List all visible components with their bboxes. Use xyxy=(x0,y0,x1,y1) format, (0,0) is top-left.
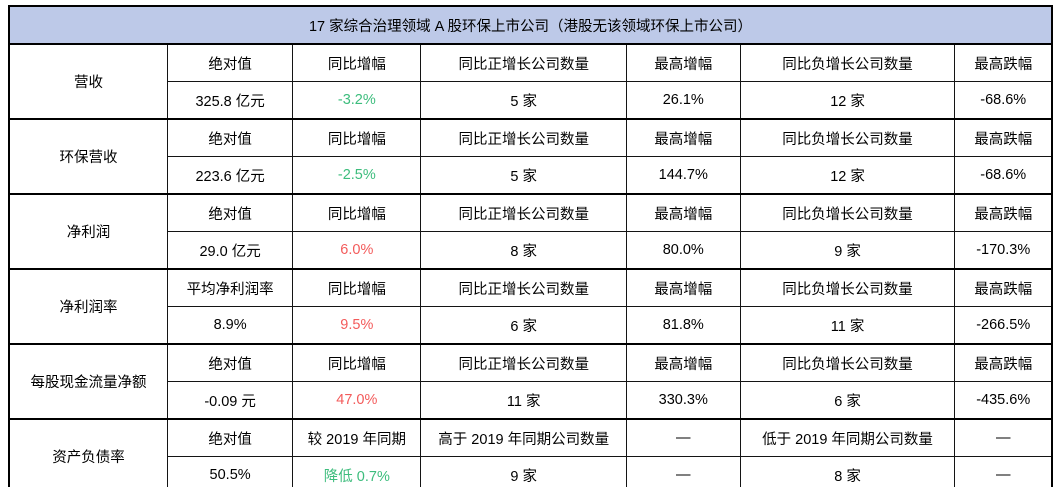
value-cell: 6.0% xyxy=(292,231,422,270)
value-cell: 50.5% xyxy=(167,456,294,487)
sub-header-cell: 高于 2019 年同期公司数量 xyxy=(420,418,627,457)
metric-value-row: 29.0 亿元 6.0% 8 家 80.0% 9 家 -170.3% xyxy=(9,231,1053,270)
metric-value-row: -0.09 元 47.0% 11 家 330.3% 6 家 -435.6% xyxy=(9,381,1053,420)
sub-header-cell: 最高跌幅 xyxy=(954,343,1053,382)
sub-header-cell: 同比负增长公司数量 xyxy=(739,193,956,232)
sub-header-cell: 最高增幅 xyxy=(625,118,741,157)
value-cell: 降低 0.7% xyxy=(292,456,422,487)
value-cell: 223.6 亿元 xyxy=(167,156,294,195)
sub-header-cell: 最高增幅 xyxy=(625,193,741,232)
table-body: 营收 绝对值 同比增幅 同比正增长公司数量 最高增幅 同比负增长公司数量 最高跌幅 325.8… xyxy=(8,43,1053,487)
value-cell: 8 家 xyxy=(420,231,627,270)
governance-stats-table: 17 家综合治理领域 A 股环保上市公司（港股无该领域环保上市公司） 营收 绝对值… xyxy=(8,5,1053,487)
value-cell: 325.8 亿元 xyxy=(167,81,294,120)
sub-header-cell: 同比负增长公司数量 xyxy=(739,43,956,82)
value-cell: 5 家 xyxy=(420,156,627,195)
value-cell: 9.5% xyxy=(292,306,422,345)
value-cell: 6 家 xyxy=(420,306,627,345)
metric-header-row: 营收 绝对值 同比增幅 同比正增长公司数量 最高增幅 同比负增长公司数量 最高跌幅 xyxy=(8,43,1053,120)
value-cell: 11 家 xyxy=(420,381,627,420)
sub-header-cell: 绝对值 xyxy=(167,343,294,382)
sub-header-cell: 同比增幅 xyxy=(292,193,422,232)
value-cell: -435.6% xyxy=(954,381,1053,420)
sub-header-cell: 同比增幅 xyxy=(292,268,422,307)
sub-header-cell: 最高增幅 xyxy=(625,268,741,307)
row-label: 净利润 xyxy=(8,193,169,270)
value-cell: — xyxy=(954,456,1053,487)
value-cell: 29.0 亿元 xyxy=(167,231,294,270)
row-label: 营收 xyxy=(8,43,169,120)
sub-header-cell: 同比正增长公司数量 xyxy=(420,43,627,82)
value-cell: 12 家 xyxy=(739,81,956,120)
value-cell: 9 家 xyxy=(739,231,956,270)
metric-header-row: 净利润 绝对值 同比增幅 同比正增长公司数量 最高增幅 同比负增长公司数量 最高跌幅 xyxy=(8,193,1053,270)
metric-header-row: 环保营收 绝对值 同比增幅 同比正增长公司数量 最高增幅 同比负增长公司数量 最高跌幅 xyxy=(8,118,1053,195)
row-label: 净利润率 xyxy=(8,268,169,345)
metric-header-row: 每股现金流量净额 绝对值 同比增幅 同比正增长公司数量 最高增幅 同比负增长公司数量 最高跌… xyxy=(8,343,1053,420)
value-cell: 81.8% xyxy=(625,306,741,345)
metric-value-row: 8.9% 9.5% 6 家 81.8% 11 家 -266.5% xyxy=(9,306,1053,345)
sub-header-cell: 最高跌幅 xyxy=(954,43,1053,82)
sub-header-cell: 平均净利润率 xyxy=(167,268,294,307)
metric-value-row: 223.6 亿元 -2.5% 5 家 144.7% 12 家 -68.6% xyxy=(9,156,1053,195)
sub-header-cell: 最高跌幅 xyxy=(954,118,1053,157)
row-label: 资产负债率 xyxy=(8,418,169,487)
value-cell: -266.5% xyxy=(954,306,1053,345)
value-cell: 144.7% xyxy=(625,156,741,195)
row-label: 环保营收 xyxy=(8,118,169,195)
value-cell: 80.0% xyxy=(625,231,741,270)
sub-header-cell: 同比正增长公司数量 xyxy=(420,268,627,307)
sub-header-cell: 同比正增长公司数量 xyxy=(420,343,627,382)
metric-header-row: 净利润率 平均净利润率 同比增幅 同比正增长公司数量 最高增幅 同比负增长公司数量 最高跌幅 xyxy=(8,268,1053,345)
sub-header-cell: 同比增幅 xyxy=(292,43,422,82)
value-cell: -68.6% xyxy=(954,81,1053,120)
value-cell: 6 家 xyxy=(739,381,956,420)
sub-header-cell: — xyxy=(954,418,1053,457)
sub-header-cell: 同比负增长公司数量 xyxy=(739,343,956,382)
row-label: 每股现金流量净额 xyxy=(8,343,169,420)
value-cell: -0.09 元 xyxy=(167,381,294,420)
value-cell: -3.2% xyxy=(292,81,422,120)
sub-header-cell: 同比正增长公司数量 xyxy=(420,193,627,232)
sub-header-cell: 同比负增长公司数量 xyxy=(739,118,956,157)
value-cell: 47.0% xyxy=(292,381,422,420)
sub-header-cell: 最高增幅 xyxy=(625,43,741,82)
sub-header-cell: 较 2019 年同期 xyxy=(292,418,422,457)
value-cell: — xyxy=(625,456,741,487)
sub-header-cell: 低于 2019 年同期公司数量 xyxy=(739,418,956,457)
value-cell: 5 家 xyxy=(420,81,627,120)
value-cell: 8.9% xyxy=(167,306,294,345)
value-cell: 8 家 xyxy=(739,456,956,487)
metric-value-row: 325.8 亿元 -3.2% 5 家 26.1% 12 家 -68.6% xyxy=(9,81,1053,120)
metric-header-row: 资产负债率 绝对值较 2019 年同期 高于 2019 年同期公司数量 — 低于 201… xyxy=(8,418,1053,487)
sub-header-cell: 绝对值 xyxy=(167,43,294,82)
value-cell: 9 家 xyxy=(420,456,627,487)
sub-header-cell: — xyxy=(625,418,741,457)
metric-value-row: 50.5% 降低 0.7% 9 家 —8 家 — xyxy=(9,456,1053,487)
sub-header-cell: 绝对值 xyxy=(167,418,294,457)
table-title: 17 家综合治理领域 A 股环保上市公司（港股无该领域环保上市公司） xyxy=(8,5,1053,45)
value-cell: 330.3% xyxy=(625,381,741,420)
sub-header-cell: 同比增幅 xyxy=(292,118,422,157)
value-cell: -68.6% xyxy=(954,156,1053,195)
sub-header-cell: 最高增幅 xyxy=(625,343,741,382)
value-cell: 12 家 xyxy=(739,156,956,195)
title-row: 17 家综合治理领域 A 股环保上市公司（港股无该领域环保上市公司） xyxy=(8,5,1053,45)
value-cell: -2.5% xyxy=(292,156,422,195)
value-cell: 11 家 xyxy=(739,306,956,345)
sub-header-cell: 同比负增长公司数量 xyxy=(739,268,956,307)
sub-header-cell: 最高跌幅 xyxy=(954,193,1053,232)
value-cell: -170.3% xyxy=(954,231,1053,270)
sub-header-cell: 绝对值 xyxy=(167,118,294,157)
sub-header-cell: 最高跌幅 xyxy=(954,268,1053,307)
sub-header-cell: 同比增幅 xyxy=(292,343,422,382)
sub-header-cell: 绝对值 xyxy=(167,193,294,232)
value-cell: 26.1% xyxy=(625,81,741,120)
sub-header-cell: 同比正增长公司数量 xyxy=(420,118,627,157)
